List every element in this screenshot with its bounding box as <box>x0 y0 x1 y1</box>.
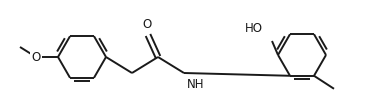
Text: HO: HO <box>245 22 263 35</box>
Text: NH: NH <box>187 78 204 91</box>
Text: O: O <box>142 18 152 31</box>
Text: O: O <box>31 50 41 64</box>
